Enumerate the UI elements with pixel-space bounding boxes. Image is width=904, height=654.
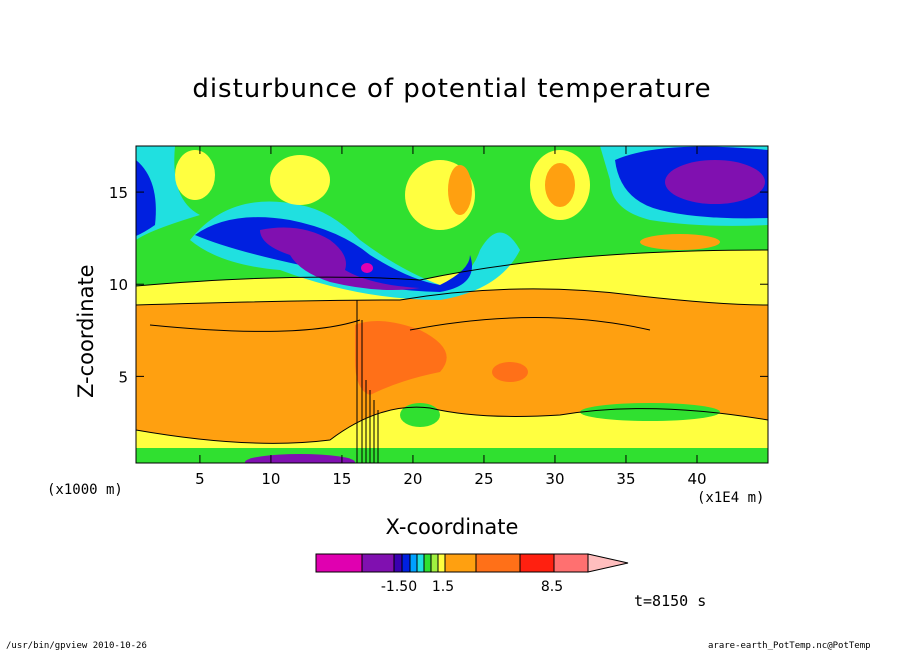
contour-patch-darkorange (492, 362, 528, 382)
colorbar-swatch (315, 553, 363, 573)
y-tick-label: 5 (118, 368, 128, 386)
colorbar-swatch (416, 553, 425, 573)
colorbar-swatch (437, 553, 446, 573)
x-tick-label: 35 (616, 470, 635, 488)
colorbar-swatch (423, 553, 432, 573)
y-axis-label: Z-coordinate (74, 264, 98, 398)
contour-band-ground (136, 448, 768, 463)
contour-patch-orange-right (640, 234, 720, 250)
colorbar-label: 1.5 (432, 579, 454, 595)
plot-frame (135, 145, 769, 464)
colorbar-extension (587, 553, 629, 573)
y-tick-label: 15 (109, 184, 128, 202)
contour-lines (136, 249, 768, 463)
colorbar-swatch (361, 553, 395, 573)
x-tick-label: 30 (545, 470, 564, 488)
contour-band-purple-center (260, 227, 420, 290)
colorbar-swatch (444, 553, 477, 573)
colorbar-swatch (430, 553, 439, 573)
x-tick-label: 15 (332, 470, 351, 488)
contour-patch-green-mid (400, 403, 440, 427)
colorbar-swatch (401, 553, 411, 573)
contour-patch-orange-4 (448, 165, 472, 215)
x-tick-label: 40 (687, 470, 706, 488)
colorbar-swatch (475, 553, 521, 573)
colorbar-label: -1.50 (381, 579, 417, 595)
axis-ticks: 5 10 15 20 25 30 35 40 5 10 15 (109, 146, 768, 488)
colorbar-swatch (409, 553, 418, 573)
chart-title: disturbunce of potential temperature (192, 74, 712, 104)
contour-band-darkorange (355, 321, 447, 395)
colorbar-label: 8.5 (541, 579, 563, 595)
footer-program: /usr/bin/gpview 2010-10-26 (6, 641, 147, 651)
time-annotation: t=8150 s (634, 592, 707, 610)
contour-patch-purple-right (665, 160, 765, 204)
contour-patch-green-low (580, 403, 720, 421)
x-axis-label: X-coordinate (385, 515, 519, 539)
contour-patch-yellow-2 (270, 155, 330, 205)
colorbar-swatch (519, 553, 555, 573)
contour-patch-purple-ground (245, 454, 355, 463)
x-tick-label: 5 (195, 470, 205, 488)
y-tick-label: 10 (109, 276, 128, 294)
x-tick-label: 20 (403, 470, 422, 488)
contour-patch-yellow-1 (175, 150, 215, 200)
x-tick-label: 10 (261, 470, 280, 488)
contour-patch-magenta (361, 263, 373, 273)
colorbar-swatch (553, 553, 589, 573)
contour-patch-orange-3 (545, 163, 575, 207)
footer-source: arare-earth_PotTemp.nc@PotTemp (708, 641, 871, 651)
x-tick-label: 25 (474, 470, 493, 488)
x-multiplier-label: (x1E4 m) (697, 490, 765, 506)
colorbar: -1.50 1.5 8.5 (315, 553, 629, 595)
colorbar-swatch (393, 553, 403, 573)
contour-band-blue-left (136, 160, 156, 236)
contour-field (136, 146, 768, 463)
y-multiplier-label: (x1000 m) (47, 482, 123, 498)
